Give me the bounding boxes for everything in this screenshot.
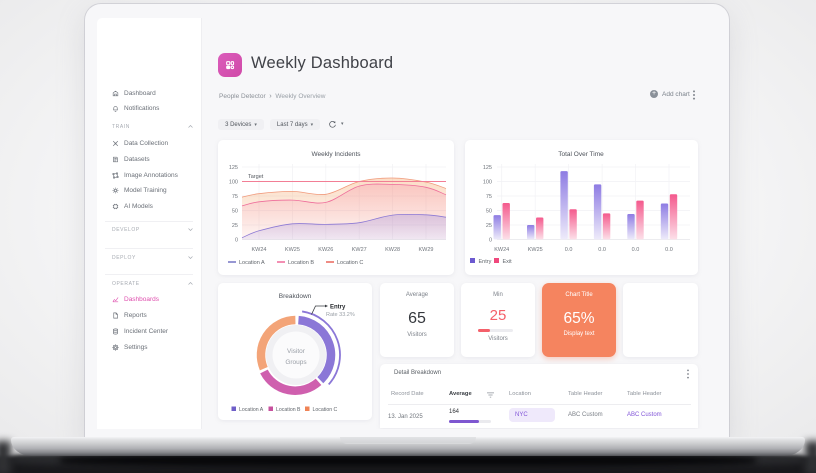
svg-text:0.0: 0.0 xyxy=(598,247,606,253)
svg-text:75: 75 xyxy=(232,194,238,200)
svg-text:50: 50 xyxy=(232,209,238,215)
svg-text:Location B: Location B xyxy=(276,407,301,413)
svg-text:Location A: Location A xyxy=(239,260,265,266)
svg-text:KW28: KW28 xyxy=(385,247,400,253)
svg-text:Target: Target xyxy=(248,174,264,180)
svg-text:KW26: KW26 xyxy=(318,247,333,253)
svg-text:KW27: KW27 xyxy=(352,247,367,253)
svg-text:Location B: Location B xyxy=(288,260,314,266)
svg-text:Groups: Groups xyxy=(285,359,307,366)
svg-text:0: 0 xyxy=(235,238,238,244)
svg-text:0.0: 0.0 xyxy=(665,247,673,253)
svg-text:125: 125 xyxy=(483,165,492,171)
svg-text:KW24: KW24 xyxy=(252,247,267,253)
svg-text:100: 100 xyxy=(229,180,238,186)
svg-text:0.0: 0.0 xyxy=(565,247,573,253)
svg-text:Entry: Entry xyxy=(330,305,346,311)
svg-text:KW29: KW29 xyxy=(419,247,434,253)
svg-text:125: 125 xyxy=(229,165,238,171)
svg-text:Location C: Location C xyxy=(313,407,338,413)
svg-text:Entry: Entry xyxy=(479,259,492,265)
svg-text:50: 50 xyxy=(486,209,492,215)
svg-text:100: 100 xyxy=(483,180,492,186)
svg-text:Location A: Location A xyxy=(239,407,264,413)
svg-text:Weekly Incidents: Weekly Incidents xyxy=(311,151,361,158)
svg-text:KW25: KW25 xyxy=(528,247,543,253)
svg-text:Breakdown: Breakdown xyxy=(279,293,312,300)
svg-text:Exit: Exit xyxy=(503,259,513,265)
svg-text:25: 25 xyxy=(232,223,238,229)
svg-text:25: 25 xyxy=(486,223,492,229)
svg-text:0.0: 0.0 xyxy=(632,247,640,253)
svg-text:Visitor: Visitor xyxy=(287,348,306,355)
svg-text:75: 75 xyxy=(486,194,492,200)
svg-text:0: 0 xyxy=(489,238,492,244)
svg-text:KW24: KW24 xyxy=(494,247,509,253)
svg-text:Location C: Location C xyxy=(337,260,363,266)
svg-text:Total Over Time: Total Over Time xyxy=(558,151,604,158)
svg-text:Rate 33.2%: Rate 33.2% xyxy=(326,312,355,318)
svg-text:KW25: KW25 xyxy=(285,247,300,253)
